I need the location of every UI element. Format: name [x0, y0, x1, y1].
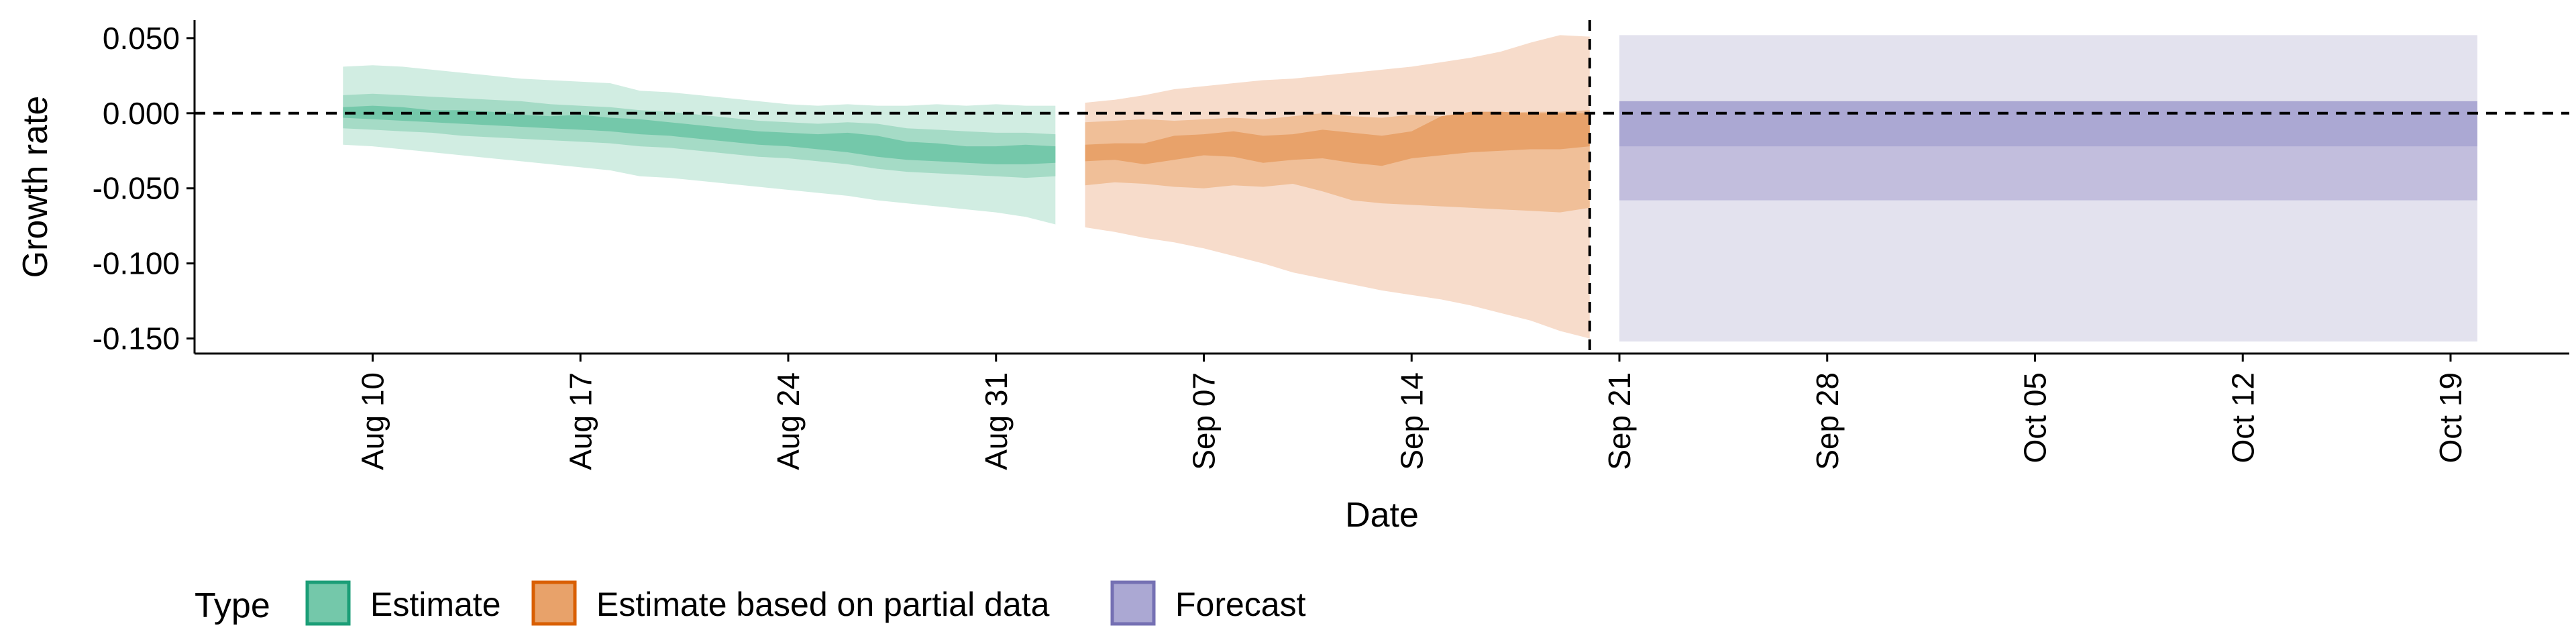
y-tick-label: -0.150 — [93, 321, 180, 356]
y-tick-label: 0.050 — [103, 21, 180, 56]
x-tick-label: Oct 19 — [2433, 372, 2468, 464]
y-axis-ticks: 0.050 0.000 -0.050 -0.100 -0.150 — [93, 21, 195, 356]
reference-lines — [195, 20, 2569, 354]
ribbon-bands — [343, 35, 2477, 342]
x-tick-label: Aug 10 — [356, 372, 390, 470]
y-tick-label: -0.050 — [93, 171, 180, 206]
x-tick-label: Sep 07 — [1187, 372, 1222, 470]
legend-label-estimate-based-on-partial-data: Estimate based on partial data — [596, 586, 1050, 623]
legend-swatch-estimate-based-on-partial-data — [531, 580, 577, 626]
band-inner-estimate-based-on-partial-data — [1085, 111, 1590, 166]
x-axis-title: Date — [1345, 496, 1419, 535]
x-tick-label: Sep 14 — [1394, 372, 1429, 470]
x-tick-label: Aug 17 — [563, 372, 598, 470]
legend-label-forecast: Forecast — [1175, 586, 1306, 623]
band-inner-estimate — [343, 105, 1056, 164]
x-tick-label: Oct 05 — [2018, 372, 2053, 464]
legend-swatch-forecast — [1110, 580, 1156, 626]
y-tick-label: -0.100 — [93, 246, 180, 281]
legend-title: Type — [195, 586, 270, 625]
y-axis-title: Growth rate — [16, 96, 55, 278]
axes — [193, 20, 2569, 355]
x-tick-label: Sep 28 — [1810, 372, 1845, 470]
legend-label-estimate: Estimate — [370, 586, 501, 623]
x-tick-label: Aug 24 — [771, 372, 806, 470]
legend: Type Estimate Estimate based on partial d… — [195, 580, 1306, 626]
x-axis-ticks: Aug 10 Aug 17 Aug 24 Aug 31 Sep 07 Sep 14 Sep … — [356, 354, 2468, 470]
x-tick-label: Aug 31 — [979, 372, 1014, 470]
legend-swatch-estimate — [305, 580, 351, 626]
x-tick-label: Sep 21 — [1602, 372, 1637, 470]
y-tick-label: 0.000 — [103, 96, 180, 131]
band-inner-forecast — [1619, 101, 2477, 147]
x-tick-label: Oct 12 — [2225, 372, 2260, 464]
